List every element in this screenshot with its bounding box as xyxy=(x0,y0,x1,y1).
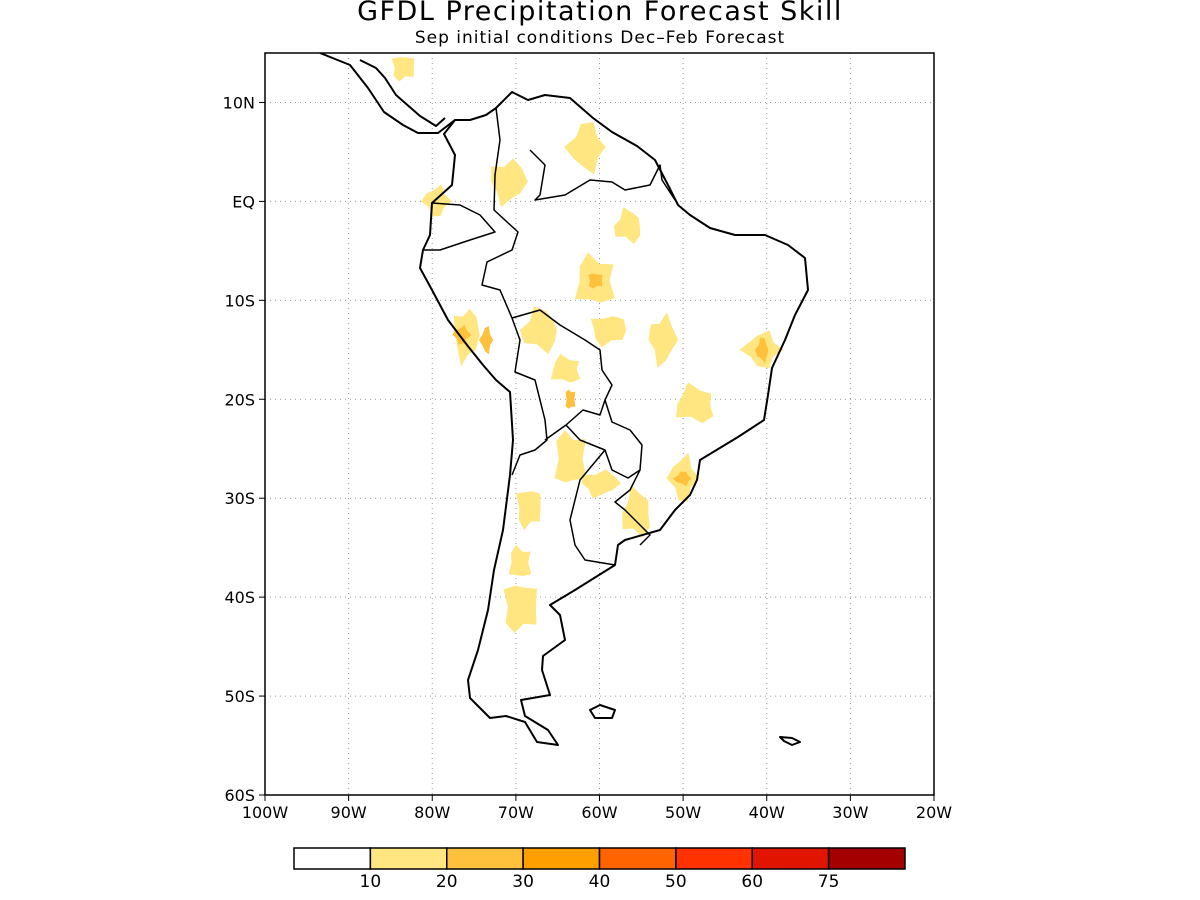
south-america-coastline xyxy=(419,91,809,746)
falkland-islands xyxy=(589,704,616,719)
x-tick-label: 90W xyxy=(331,803,367,822)
colorbar-box xyxy=(675,847,753,870)
x-tick-label: 30W xyxy=(832,803,868,822)
skill-region-level-2 xyxy=(672,471,692,487)
x-tick-label: 70W xyxy=(498,803,534,822)
x-tick-label: 80W xyxy=(414,803,450,822)
skill-region-level-2 xyxy=(588,273,603,289)
y-tick-label: 30S xyxy=(224,489,255,508)
skill-region-level-1 xyxy=(622,485,650,539)
skill-region-level-1 xyxy=(519,306,557,355)
y-tick-label: 50S xyxy=(224,687,255,706)
map-subtitle: Sep initial conditions Dec–Feb Forecast xyxy=(414,28,786,48)
map-title: GFDL Precipitation Forecast Skill xyxy=(357,0,843,27)
colorbar-box xyxy=(598,847,677,870)
skill-region-level-1 xyxy=(590,316,627,348)
y-tick-label: 60S xyxy=(224,786,255,805)
colorbar-box xyxy=(751,847,830,870)
skill-region-level-1 xyxy=(503,585,537,633)
skill-region-level-1 xyxy=(648,312,679,368)
skill-shading xyxy=(391,57,784,633)
skill-region-level-1 xyxy=(421,184,453,217)
x-tick-label: 60W xyxy=(581,803,617,822)
x-tick-label: 20W xyxy=(916,803,952,822)
x-tick-label: 50W xyxy=(665,803,701,822)
south-georgia xyxy=(779,736,801,746)
skill-region-level-1 xyxy=(613,207,641,244)
skill-region-level-1 xyxy=(516,491,541,531)
map-gridlines xyxy=(265,53,934,795)
colorbar-label: 75 xyxy=(818,872,840,892)
skill-region-level-1 xyxy=(391,57,415,82)
colorbar-box xyxy=(827,847,906,870)
skill-region-level-2 xyxy=(479,325,494,355)
colorbar-box xyxy=(293,847,372,870)
colorbar: 10 20 30 40 50 60 75 xyxy=(293,847,906,892)
skill-region-level-1 xyxy=(508,544,532,576)
central-america-coastline xyxy=(319,53,456,134)
axis-tick-labels: 100W 90W 80W 70W 60W 50W 40W 30W 20W 10N EQ 10S 20S 3… xyxy=(223,93,953,822)
skill-region-level-1 xyxy=(554,430,587,483)
colorbar-label: 20 xyxy=(436,872,458,892)
colorbar-label: 40 xyxy=(589,872,611,892)
colorbar-box xyxy=(522,847,601,870)
y-tick-label: 20S xyxy=(224,390,255,409)
y-tick-label: 40S xyxy=(224,588,255,607)
x-tick-label: 40W xyxy=(749,803,785,822)
coastlines-and-borders xyxy=(319,53,809,746)
skill-region-level-2 xyxy=(755,337,769,364)
colorbar-label: 60 xyxy=(741,872,763,892)
skill-region-level-1 xyxy=(550,353,581,383)
colorbar-box xyxy=(446,847,524,870)
skill-region-level-2 xyxy=(452,324,472,345)
skill-region-level-1 xyxy=(491,158,528,208)
country-borders xyxy=(423,107,676,566)
y-tick-label: EQ xyxy=(232,192,255,211)
skill-region-level-2 xyxy=(565,389,576,409)
colorbar-box xyxy=(369,847,448,870)
colorbar-label: 30 xyxy=(512,872,534,892)
y-tick-label: 10N xyxy=(223,93,255,112)
y-tick-label: 10S xyxy=(224,291,255,310)
colorbar-label: 10 xyxy=(360,872,382,892)
skill-region-level-1 xyxy=(564,122,606,175)
skill-region-level-1 xyxy=(581,469,622,499)
colorbar-label: 50 xyxy=(665,872,687,892)
x-tick-label: 100W xyxy=(242,803,289,822)
skill-region-level-1 xyxy=(676,382,714,424)
